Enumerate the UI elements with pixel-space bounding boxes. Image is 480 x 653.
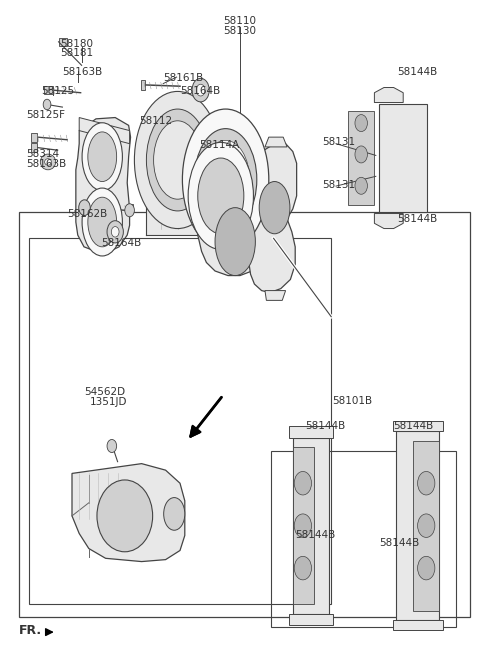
Text: 58101B: 58101B — [332, 396, 372, 406]
Text: 58144B: 58144B — [397, 67, 438, 76]
Ellipse shape — [198, 158, 244, 234]
Ellipse shape — [82, 123, 122, 191]
Circle shape — [355, 115, 368, 132]
Polygon shape — [289, 614, 333, 625]
Text: 58130: 58130 — [224, 26, 256, 36]
Text: 58161B: 58161B — [163, 73, 204, 83]
Polygon shape — [289, 426, 333, 438]
Text: 58125F: 58125F — [26, 110, 65, 119]
Circle shape — [418, 471, 435, 495]
Circle shape — [107, 439, 117, 453]
Bar — [127, 204, 133, 213]
Text: 58131: 58131 — [323, 137, 356, 147]
Bar — [141, 80, 145, 90]
Text: 58144B: 58144B — [296, 530, 336, 540]
Ellipse shape — [97, 480, 153, 552]
Polygon shape — [265, 291, 286, 300]
Circle shape — [125, 204, 134, 217]
Polygon shape — [396, 431, 439, 620]
Ellipse shape — [45, 159, 51, 165]
Ellipse shape — [88, 197, 117, 247]
Ellipse shape — [215, 208, 255, 276]
Polygon shape — [348, 110, 374, 205]
Polygon shape — [293, 447, 314, 604]
Circle shape — [294, 514, 312, 537]
Ellipse shape — [196, 84, 205, 96]
Text: 58162B: 58162B — [67, 209, 108, 219]
Ellipse shape — [164, 498, 185, 530]
Circle shape — [418, 514, 435, 537]
Ellipse shape — [194, 129, 257, 231]
Ellipse shape — [192, 78, 209, 102]
Polygon shape — [76, 118, 131, 251]
Text: 58125: 58125 — [41, 86, 74, 96]
Polygon shape — [79, 118, 130, 144]
Bar — [59, 38, 67, 46]
Ellipse shape — [146, 109, 209, 211]
Circle shape — [355, 146, 368, 163]
Bar — [31, 143, 37, 152]
Text: 58144B: 58144B — [305, 421, 346, 430]
Text: 58144B: 58144B — [379, 538, 420, 548]
Polygon shape — [146, 160, 209, 235]
Ellipse shape — [111, 227, 119, 237]
Ellipse shape — [182, 109, 269, 250]
Circle shape — [43, 99, 51, 110]
Polygon shape — [393, 421, 443, 431]
Text: 58163B: 58163B — [26, 159, 66, 169]
Polygon shape — [413, 441, 439, 611]
Text: 58314: 58314 — [26, 149, 59, 159]
Polygon shape — [379, 104, 427, 212]
Polygon shape — [265, 137, 287, 147]
Text: 58164B: 58164B — [180, 86, 220, 96]
Text: 58144B: 58144B — [394, 421, 434, 430]
Text: 58164B: 58164B — [101, 238, 141, 247]
Circle shape — [355, 178, 368, 195]
Text: FR.: FR. — [19, 624, 42, 637]
Circle shape — [79, 200, 90, 215]
Text: 58163B: 58163B — [62, 67, 103, 76]
Text: 58110: 58110 — [224, 16, 256, 26]
Polygon shape — [374, 88, 403, 103]
Bar — [44, 86, 53, 94]
Circle shape — [294, 471, 312, 495]
Ellipse shape — [40, 154, 56, 170]
Text: 1351JD: 1351JD — [90, 397, 128, 407]
Polygon shape — [393, 620, 443, 630]
Text: 58131: 58131 — [323, 180, 356, 190]
Text: 58181: 58181 — [60, 48, 93, 58]
Polygon shape — [196, 151, 263, 276]
Text: 58112: 58112 — [139, 116, 172, 126]
Ellipse shape — [134, 91, 221, 229]
Text: 54562D: 54562D — [84, 387, 125, 396]
Text: 58114A: 58114A — [199, 140, 240, 150]
Ellipse shape — [154, 121, 202, 199]
Circle shape — [418, 556, 435, 580]
Text: 58180: 58180 — [60, 39, 93, 49]
Bar — [29, 238, 331, 604]
Polygon shape — [249, 144, 297, 293]
Text: 58144B: 58144B — [397, 214, 438, 224]
Bar — [19, 212, 470, 617]
Ellipse shape — [82, 188, 122, 256]
Ellipse shape — [202, 140, 250, 219]
Polygon shape — [374, 214, 403, 229]
Ellipse shape — [259, 182, 290, 234]
Polygon shape — [293, 438, 329, 614]
Bar — [31, 133, 37, 142]
Bar — [271, 451, 456, 627]
Ellipse shape — [188, 142, 253, 249]
Circle shape — [294, 556, 312, 580]
Ellipse shape — [107, 221, 123, 243]
Polygon shape — [72, 464, 185, 562]
Ellipse shape — [88, 132, 117, 182]
